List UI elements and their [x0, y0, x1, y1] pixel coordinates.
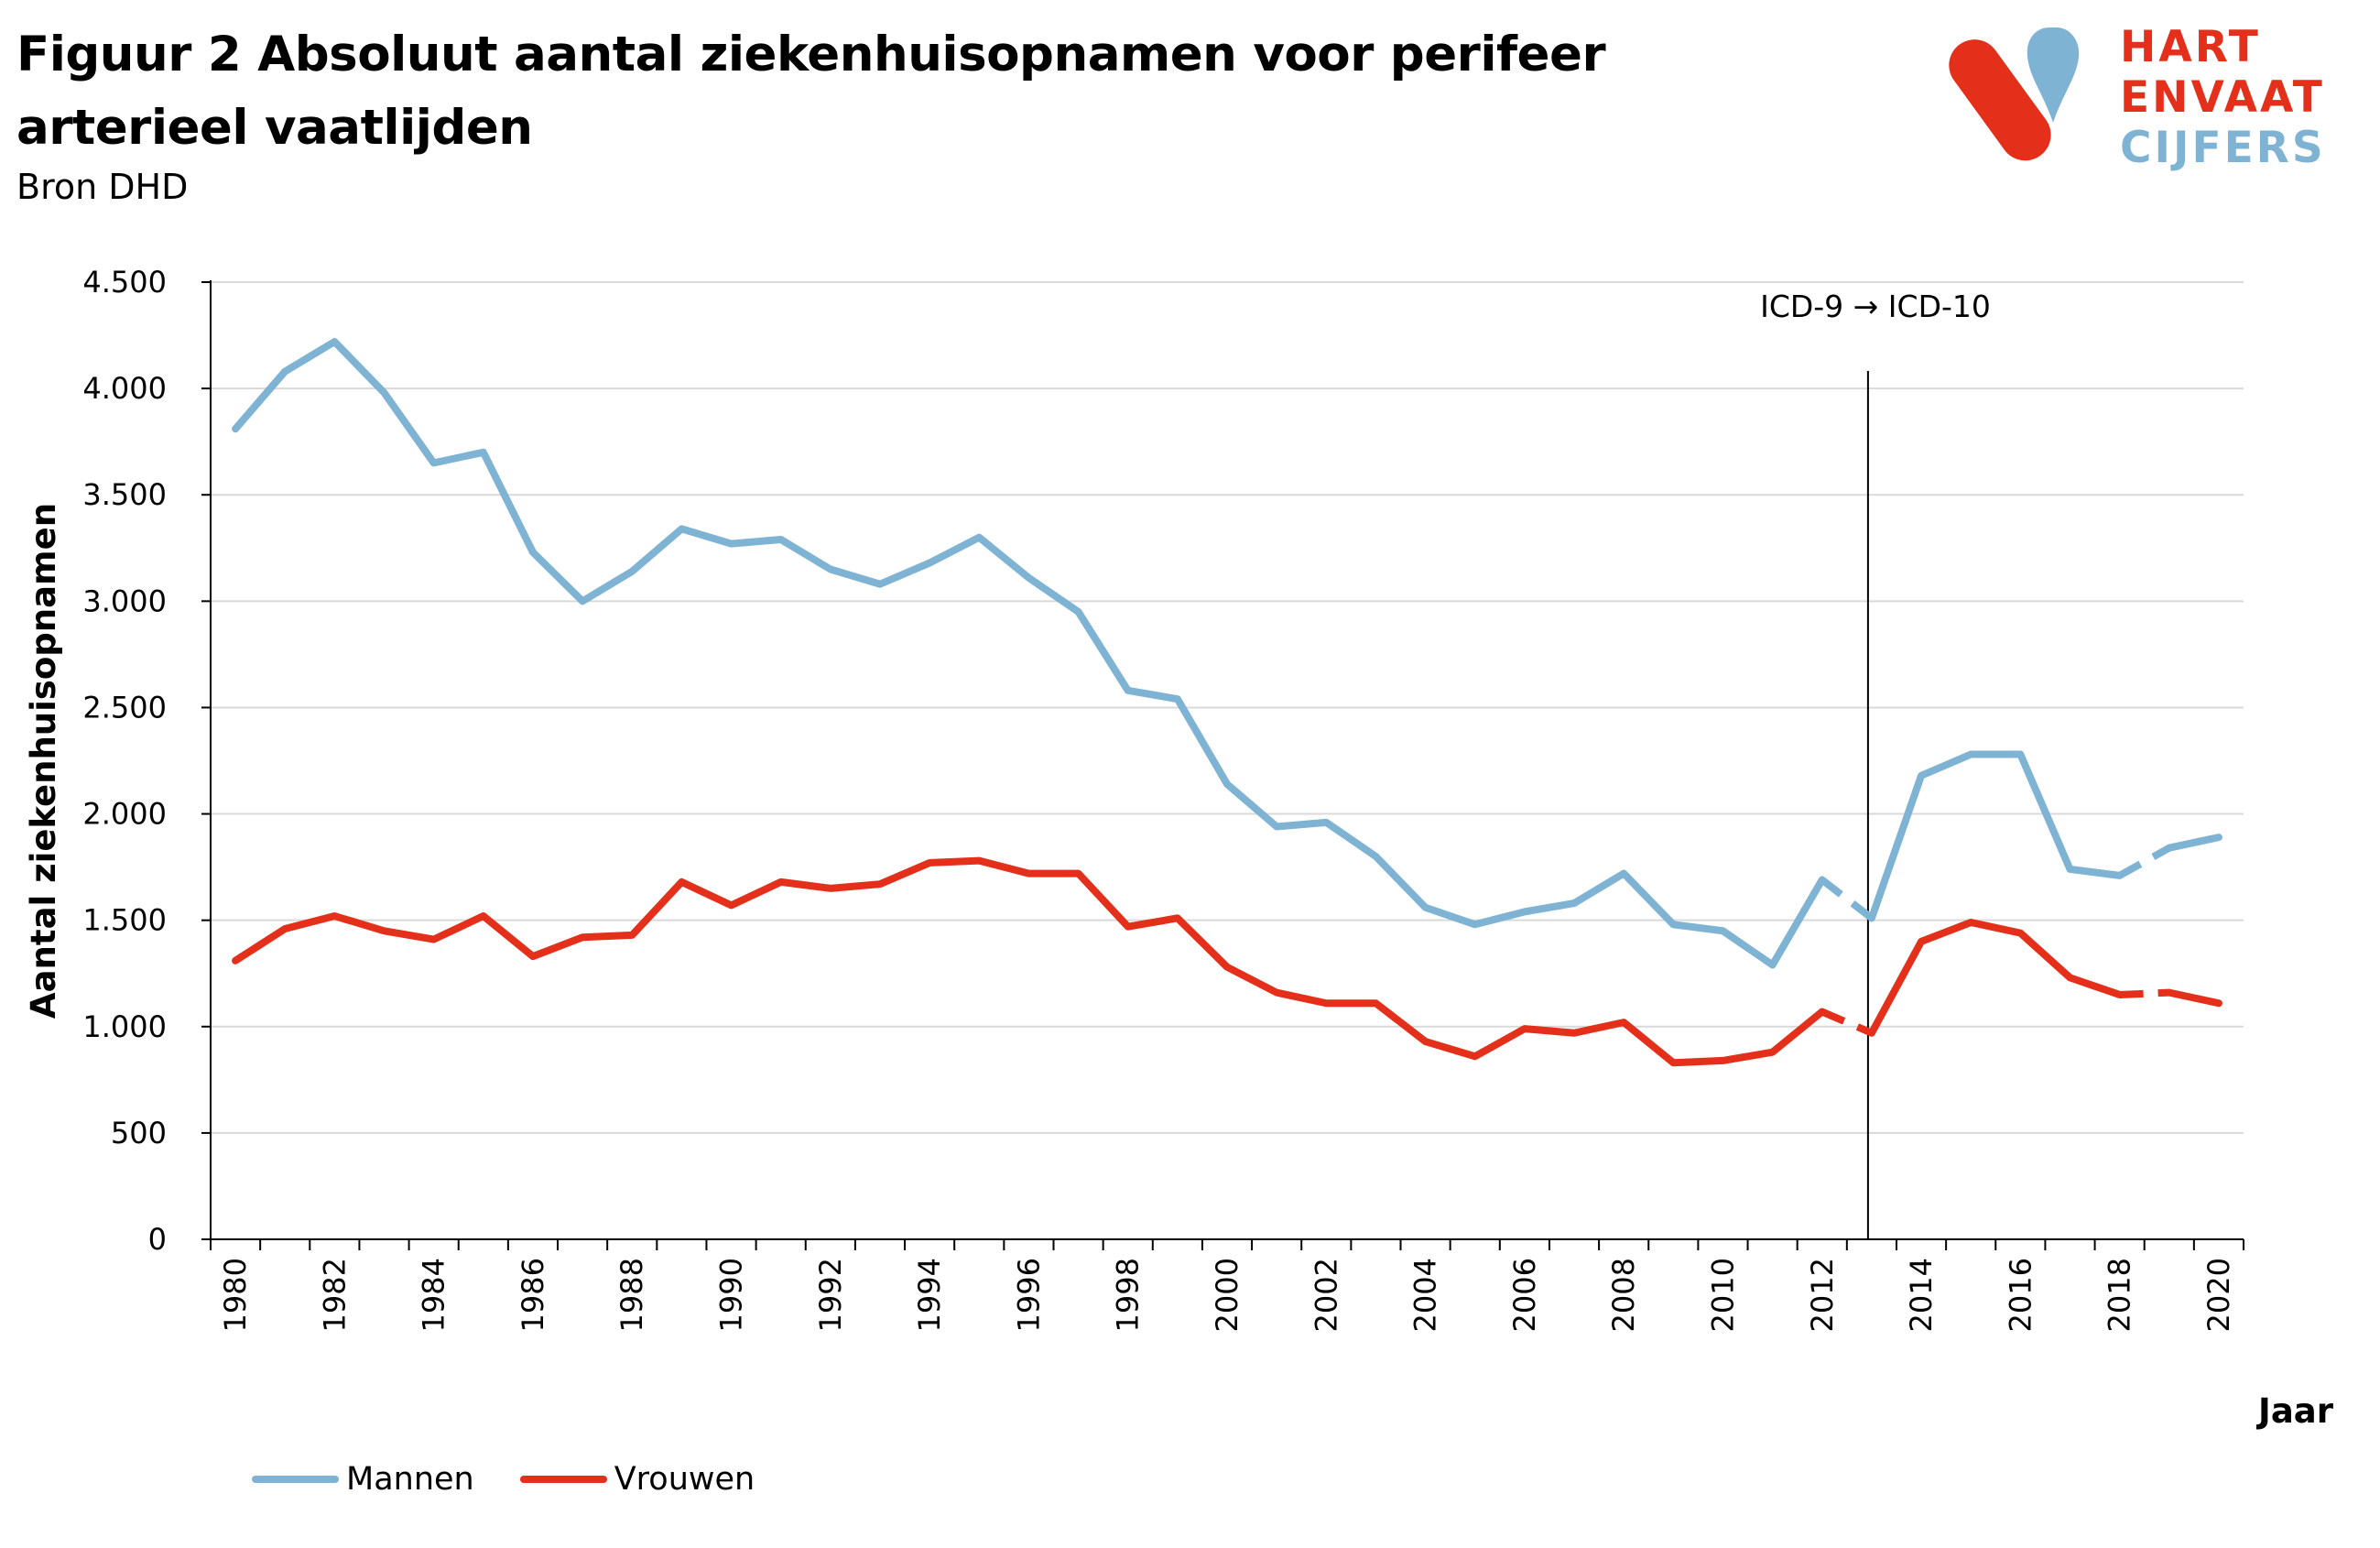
legend-item-mannen: Mannen	[252, 1461, 474, 1498]
legend-label-mannen: Mannen	[346, 1461, 474, 1498]
series-dashed-segment-vrouwen	[2119, 988, 2169, 998]
logo-line-envaat: ENVAAT	[2120, 72, 2325, 123]
x-tick-label: 1986	[516, 1258, 550, 1332]
chart-subtitle: Bron DHD	[16, 167, 189, 207]
legend-swatch-vrouwen	[519, 1476, 607, 1483]
x-tick-label: 2006	[1507, 1258, 1542, 1332]
x-tick-label: 2000	[1210, 1258, 1244, 1332]
x-tick-label: 2020	[2201, 1258, 2236, 1332]
x-tick-label: 1990	[714, 1258, 749, 1332]
y-axis-ticks: 0 500 1.000 1.500 2.000 2.500 3.000 3.500 4.000 4…	[82, 265, 211, 1257]
x-tick-label: 1994	[912, 1258, 947, 1332]
y-tick-label: 2.500	[82, 690, 167, 725]
x-tick-label: 2012	[1805, 1258, 1840, 1332]
x-tick-label: 1992	[813, 1258, 848, 1332]
legend-swatch-mannen	[252, 1476, 339, 1483]
y-axis-label: Aantal ziekenhuisopnamen	[24, 503, 63, 1019]
y-tick-label: 0	[148, 1222, 167, 1257]
y-tick-label: 4.000	[82, 371, 167, 406]
series-layer	[232, 338, 2222, 1067]
x-tick-label: 1998	[1111, 1258, 1146, 1332]
series-line-vrouwen	[232, 856, 1826, 1067]
series-dashed-segment-vrouwen	[1820, 1008, 1874, 1037]
x-tick-label: 2004	[1408, 1258, 1443, 1332]
y-tick-label: 3.000	[82, 583, 167, 618]
legend: Mannen Vrouwen	[252, 1461, 800, 1498]
series-dashed-segment-mannen	[1820, 877, 1875, 921]
series-vrouwen	[232, 856, 2222, 1067]
y-tick-label: 1.500	[82, 903, 167, 938]
series-line-mannen	[232, 338, 1826, 969]
x-axis-ticks: 1980 1982 1984 1986 1988 1990 1992 1994 1996 1998…	[210, 1239, 2244, 1332]
legend-label-vrouwen: Vrouwen	[614, 1461, 755, 1498]
series-line-vrouwen	[2165, 988, 2222, 1008]
icd-transition-label: ICD-9 → ICD-10	[1760, 289, 1991, 324]
y-tick-label: 1.000	[82, 1009, 167, 1044]
chart-title: Figuur 2 Absoluut aantal ziekenhuisopnam…	[16, 27, 1606, 156]
x-tick-label: 2016	[2003, 1258, 2038, 1332]
logo-line-cijfers: CIJFERS	[2120, 123, 2326, 173]
x-tick-label: 1984	[417, 1258, 451, 1332]
y-tick-label: 2.000	[82, 797, 167, 832]
x-tick-label: 2018	[2103, 1258, 2137, 1332]
x-tick-label: 2002	[1309, 1258, 1343, 1332]
y-tick-label: 4.500	[82, 265, 167, 300]
logo-line-envaat-vaat: VAAT	[2190, 72, 2324, 123]
legend-item-vrouwen: Vrouwen	[519, 1461, 755, 1498]
x-tick-label: 1996	[1011, 1258, 1046, 1332]
x-tick-label: 1980	[218, 1258, 253, 1332]
series-line-vrouwen	[1867, 918, 2124, 1037]
logo-line-envaat-text: EN	[2120, 72, 2190, 123]
x-axis-label: Jaar	[2255, 1391, 2334, 1431]
series-line-mannen	[2165, 834, 2222, 852]
y-tick-label: 500	[111, 1116, 167, 1150]
x-tick-label: 1982	[317, 1258, 352, 1332]
series-line-mannen	[1867, 750, 2124, 922]
x-tick-label: 2008	[1606, 1258, 1641, 1332]
series-dashed-segment-mannen	[2117, 845, 2171, 879]
logo-mark-icon	[1949, 27, 2080, 161]
hart-en-vaat-cijfers-logo: HART ENVAAT CIJFERS	[1949, 22, 2326, 173]
gridlines	[211, 281, 2244, 1134]
x-tick-label: 1988	[614, 1258, 649, 1332]
x-tick-label: 2014	[1904, 1258, 1939, 1332]
series-mannen	[232, 338, 2222, 969]
logo-line-hart: HART	[2120, 22, 2261, 72]
x-tick-label: 2010	[1705, 1258, 1740, 1332]
y-tick-label: 3.500	[82, 477, 167, 512]
